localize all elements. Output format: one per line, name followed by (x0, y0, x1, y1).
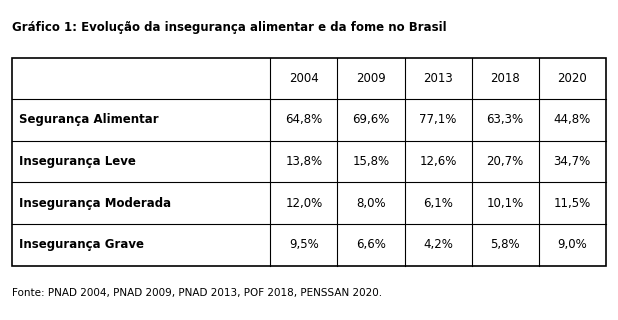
Text: 6,1%: 6,1% (423, 197, 453, 210)
Text: Fonte: PNAD 2004, PNAD 2009, PNAD 2013, POF 2018, PENSSAN 2020.: Fonte: PNAD 2004, PNAD 2009, PNAD 2013, … (12, 288, 383, 298)
Text: 8,0%: 8,0% (356, 197, 386, 210)
Text: Insegurança Grave: Insegurança Grave (19, 238, 143, 251)
Text: 2013: 2013 (423, 72, 453, 85)
Text: Insegurança Moderada: Insegurança Moderada (19, 197, 171, 210)
Text: 69,6%: 69,6% (352, 114, 390, 126)
Text: 9,5%: 9,5% (289, 238, 319, 251)
Text: 11,5%: 11,5% (554, 197, 591, 210)
Text: 63,3%: 63,3% (486, 114, 523, 126)
Text: 2018: 2018 (490, 72, 520, 85)
Bar (12, 58, 606, 266)
Text: Insegurança Leve: Insegurança Leve (19, 155, 135, 168)
Text: Segurança Alimentar: Segurança Alimentar (19, 114, 158, 126)
Text: 15,8%: 15,8% (352, 155, 389, 168)
Text: 9,0%: 9,0% (557, 238, 587, 251)
Text: 2004: 2004 (289, 72, 319, 85)
Text: 5,8%: 5,8% (490, 238, 520, 251)
Text: 13,8%: 13,8% (286, 155, 323, 168)
Text: 6,6%: 6,6% (356, 238, 386, 251)
Text: 77,1%: 77,1% (420, 114, 457, 126)
Text: 2009: 2009 (356, 72, 386, 85)
Text: 4,2%: 4,2% (423, 238, 453, 251)
Text: 12,0%: 12,0% (286, 197, 323, 210)
Text: 64,8%: 64,8% (286, 114, 323, 126)
Text: 12,6%: 12,6% (420, 155, 457, 168)
Text: 10,1%: 10,1% (486, 197, 523, 210)
Text: 44,8%: 44,8% (554, 114, 591, 126)
Text: 34,7%: 34,7% (554, 155, 591, 168)
Text: Gráfico 1: Evolução da insegurança alimentar e da fome no Brasil: Gráfico 1: Evolução da insegurança alime… (12, 21, 447, 34)
Text: 2020: 2020 (557, 72, 587, 85)
Text: 20,7%: 20,7% (486, 155, 523, 168)
